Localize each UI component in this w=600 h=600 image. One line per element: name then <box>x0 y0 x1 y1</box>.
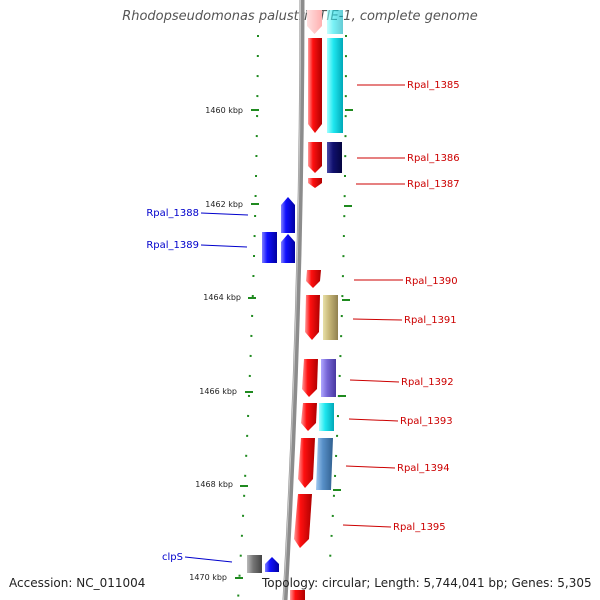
kbp-label-1466: 1466 kbp <box>199 387 237 396</box>
gene-box-clps-gray <box>247 555 262 573</box>
leader-rpal-1393 <box>348 418 399 422</box>
kbp-labels: 1460 kbp 1462 kbp 1464 kbp 1466 kbp 1468… <box>189 106 243 582</box>
gene-arrow-rpal-1387[interactable] <box>308 178 322 188</box>
label-leaders <box>184 84 405 563</box>
gene-label-clps[interactable]: clpS <box>162 552 183 563</box>
gene-label-rpal-1391[interactable]: Rpal_1391 <box>404 315 457 326</box>
gene-arrow-rpal-1390[interactable] <box>306 270 321 288</box>
cog-box-rpal-1393 <box>319 403 334 431</box>
cog-box-top-cyan <box>327 10 343 34</box>
cog-box-rpal-1386 <box>327 142 342 173</box>
gene-label-rpal-1385[interactable]: Rpal_1385 <box>407 80 460 91</box>
gene-label-rpal-1395[interactable]: Rpal_1395 <box>393 522 446 533</box>
gene-arrow-rpal-1394[interactable] <box>298 438 315 488</box>
inner-guide-dots <box>237 34 259 600</box>
genome-info-text: Topology: circular; Length: 5,744,041 bp… <box>262 576 592 590</box>
accession-text: Accession: NC_011004 <box>9 576 146 590</box>
gene-arrow-rpal-1386[interactable] <box>308 142 322 173</box>
gene-arrow-rpal-1391[interactable] <box>305 295 320 340</box>
gene-arrow-rpal-1393[interactable] <box>301 403 317 431</box>
gene-arrow-rpal-1395[interactable] <box>294 494 312 548</box>
leader-rpal-1389 <box>200 244 248 248</box>
cog-box-rpal-1385 <box>327 38 343 133</box>
gene-arrow-rpal-1385[interactable] <box>308 38 322 133</box>
gene-arrow-top-pink[interactable] <box>307 10 322 34</box>
kbp-ticks <box>235 109 353 579</box>
leader-rpal-1394 <box>345 465 396 469</box>
gene-arrow-rpal-1389[interactable] <box>262 232 277 263</box>
gene-label-rpal-1393[interactable]: Rpal_1393 <box>400 416 453 427</box>
cog-category-boxes <box>316 10 343 490</box>
gene-arrow-clps[interactable] <box>265 557 279 572</box>
leader-rpal-1392 <box>349 379 400 383</box>
leader-rpal-1388 <box>200 212 249 216</box>
gene-label-rpal-1392[interactable]: Rpal_1392 <box>401 377 454 388</box>
cog-box-rpal-1391 <box>323 295 338 340</box>
gene-arrow-rpal-1389-right[interactable] <box>281 234 295 263</box>
gene-label-rpal-1388[interactable]: Rpal_1388 <box>146 208 199 219</box>
gene-arrow-rpal-1388[interactable] <box>281 197 295 233</box>
gene-label-rpal-1386[interactable]: Rpal_1386 <box>407 153 460 164</box>
kbp-label-1470: 1470 kbp <box>189 573 227 582</box>
forward-strand-genes <box>290 10 322 600</box>
gene-labels: Rpal_1385 Rpal_1386 Rpal_1387 Rpal_1388 … <box>146 80 459 563</box>
kbp-label-1460: 1460 kbp <box>205 106 243 115</box>
gene-label-rpal-1394[interactable]: Rpal_1394 <box>397 463 450 474</box>
gene-label-rpal-1389[interactable]: Rpal_1389 <box>146 240 199 251</box>
kbp-label-1468: 1468 kbp <box>195 480 233 489</box>
leader-clps <box>184 556 233 563</box>
cog-box-rpal-1394 <box>316 438 333 490</box>
cog-box-rpal-1392 <box>321 359 336 397</box>
gene-arrow-rpal-1392[interactable] <box>302 359 318 397</box>
gene-label-rpal-1390[interactable]: Rpal_1390 <box>405 276 458 287</box>
reverse-strand-genes <box>247 197 295 573</box>
genome-backbone-highlight <box>283 0 301 600</box>
leader-rpal-1391 <box>352 318 403 321</box>
genome-backbone <box>282 0 305 600</box>
kbp-label-1464: 1464 kbp <box>203 293 241 302</box>
leader-rpal-1395 <box>342 524 392 528</box>
kbp-label-1462: 1462 kbp <box>205 200 243 209</box>
gene-label-rpal-1387[interactable]: Rpal_1387 <box>407 179 460 190</box>
gene-arrow-bottom-partial <box>290 590 305 600</box>
